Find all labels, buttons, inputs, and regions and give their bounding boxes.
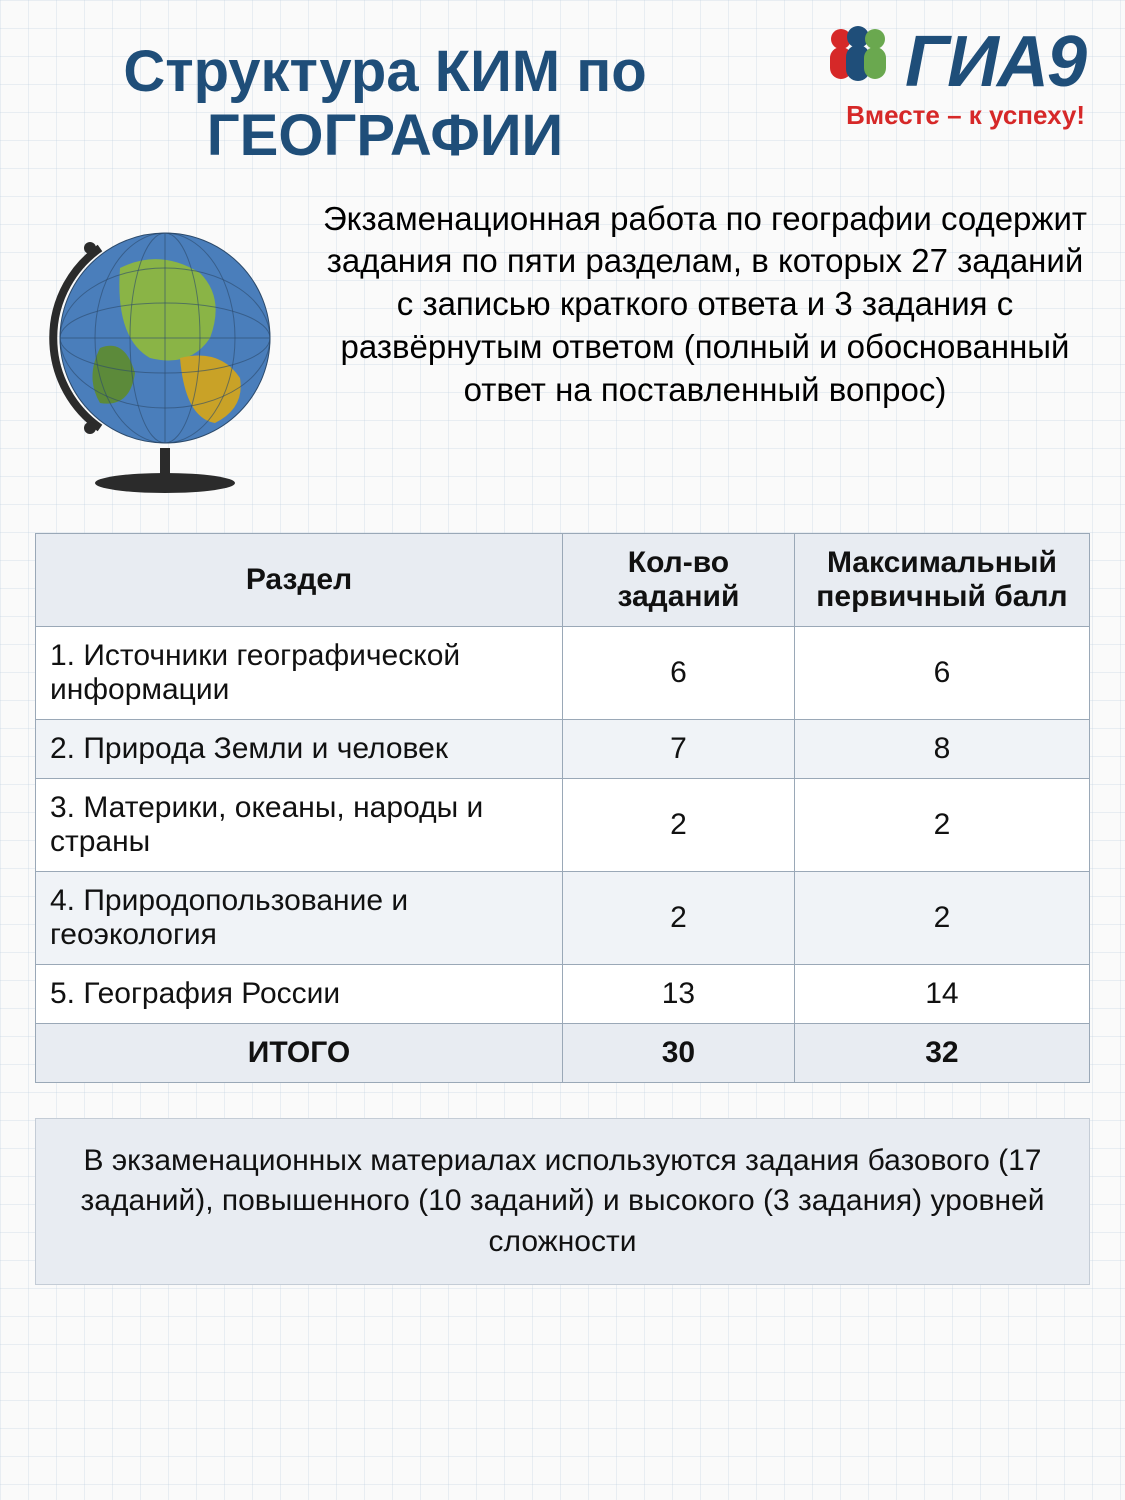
cell-section: 2. Природа Земли и человек xyxy=(36,719,563,778)
table-row: 4. Природопользование и геоэкология 2 2 xyxy=(36,871,1090,964)
cell-section: 5. География России xyxy=(36,964,563,1023)
logo: ГИА9 Вместе – к успеху! xyxy=(819,25,1085,131)
cell-section: 4. Природопользование и геоэкология xyxy=(36,871,563,964)
cell-count: 6 xyxy=(563,626,795,719)
intro-row: Экзаменационная работа по географии соде… xyxy=(35,198,1090,498)
page-title: Структура КИМ по ГЕОГРАФИИ xyxy=(35,40,735,168)
cell-score: 2 xyxy=(794,871,1089,964)
total-score: 32 xyxy=(794,1023,1089,1082)
structure-table: Раздел Кол-во заданий Максимальный перви… xyxy=(35,533,1090,1083)
table-row: 1. Источники географической информации 6… xyxy=(36,626,1090,719)
cell-count: 7 xyxy=(563,719,795,778)
total-count: 30 xyxy=(563,1023,795,1082)
logo-text: ГИА9 xyxy=(905,26,1085,98)
table-row: 2. Природа Земли и человек 7 8 xyxy=(36,719,1090,778)
cell-count: 13 xyxy=(563,964,795,1023)
cell-score: 8 xyxy=(794,719,1089,778)
globe-icon xyxy=(35,198,295,498)
cell-count: 2 xyxy=(563,871,795,964)
logo-people-icon xyxy=(819,25,897,98)
col-header-count: Кол-во заданий xyxy=(563,533,795,626)
col-header-score: Максимальный первичный балл xyxy=(794,533,1089,626)
table-total-row: ИТОГО 30 32 xyxy=(36,1023,1090,1082)
footnote: В экзаменационных материалах используютс… xyxy=(35,1118,1090,1286)
table-header-row: Раздел Кол-во заданий Максимальный перви… xyxy=(36,533,1090,626)
cell-score: 6 xyxy=(794,626,1089,719)
cell-score: 14 xyxy=(794,964,1089,1023)
cell-section: 3. Материки, океаны, народы и страны xyxy=(36,778,563,871)
cell-score: 2 xyxy=(794,778,1089,871)
cell-count: 2 xyxy=(563,778,795,871)
table-row: 5. География России 13 14 xyxy=(36,964,1090,1023)
table-row: 3. Материки, океаны, народы и страны 2 2 xyxy=(36,778,1090,871)
intro-text: Экзаменационная работа по географии соде… xyxy=(320,198,1090,412)
cell-section: 1. Источники географической информации xyxy=(36,626,563,719)
total-label: ИТОГО xyxy=(36,1023,563,1082)
col-header-section: Раздел xyxy=(36,533,563,626)
logo-slogan: Вместе – к успеху! xyxy=(819,100,1085,131)
